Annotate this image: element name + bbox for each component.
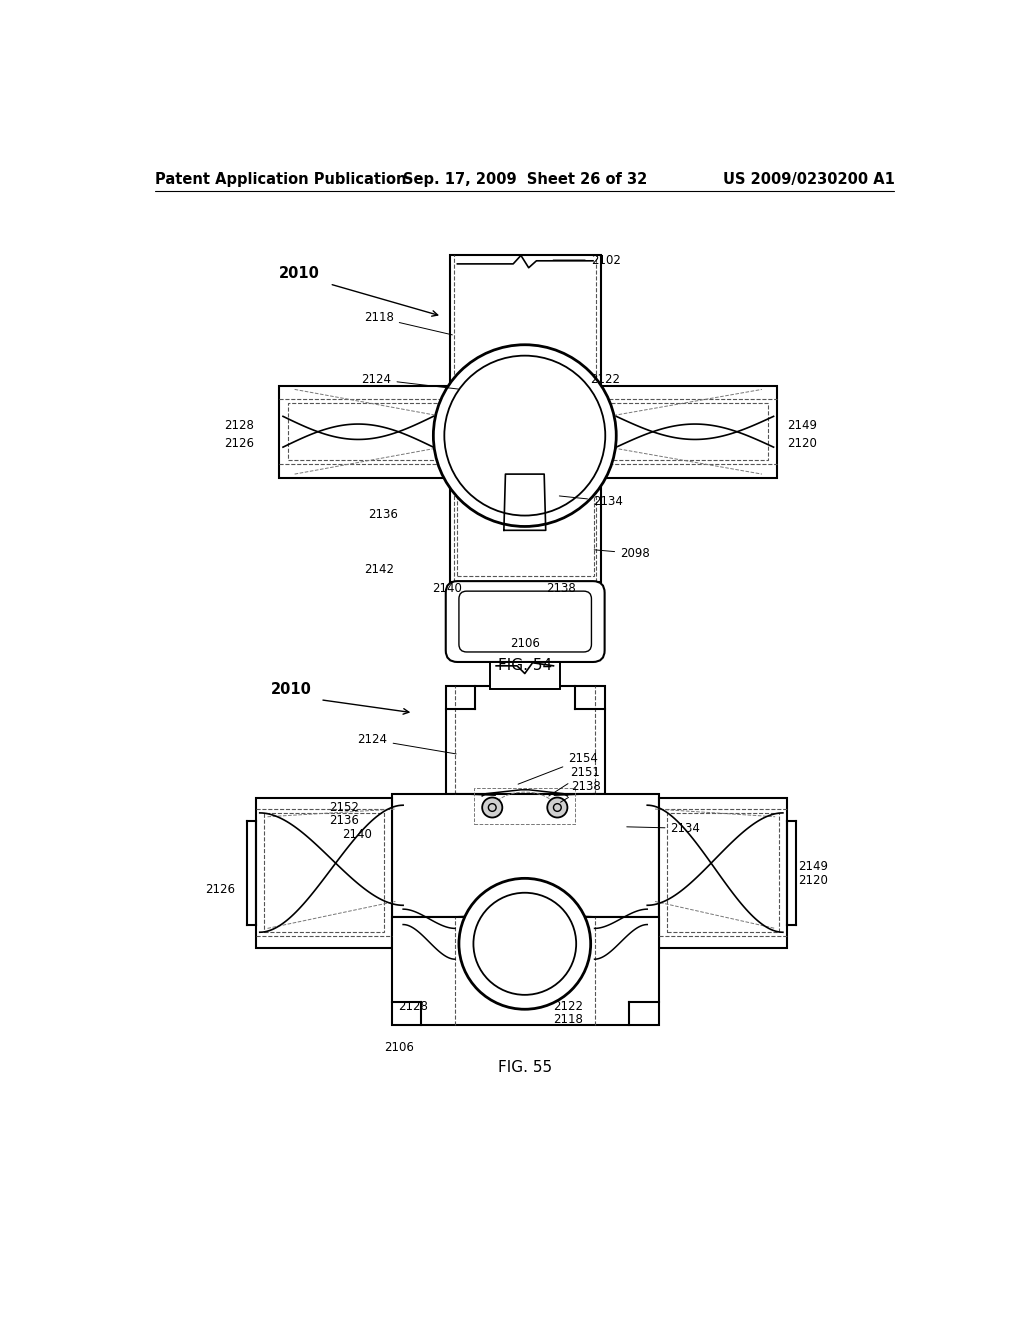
Text: 2149: 2149 [799, 861, 828, 874]
Text: 2098: 2098 [594, 546, 650, 560]
Bar [445, 686, 604, 793]
Bar [667, 813, 779, 932]
Text: 2128: 2128 [397, 1001, 428, 1014]
Circle shape [459, 878, 591, 1010]
Bar [263, 813, 384, 932]
Text: 2122: 2122 [553, 1001, 583, 1014]
Bar [450, 478, 601, 582]
Bar [607, 404, 768, 461]
Text: 2134: 2134 [627, 822, 700, 834]
Text: 2140: 2140 [342, 828, 372, 841]
FancyBboxPatch shape [445, 581, 604, 663]
Text: 2122: 2122 [590, 372, 620, 385]
Text: 2124: 2124 [361, 372, 459, 389]
Bar [256, 797, 391, 948]
Text: 2134: 2134 [559, 495, 623, 508]
Bar [391, 917, 658, 1024]
Text: Sep. 17, 2009  Sheet 26 of 32: Sep. 17, 2009 Sheet 26 of 32 [402, 172, 647, 186]
Bar [289, 404, 443, 461]
Circle shape [482, 797, 503, 817]
Text: 2106: 2106 [510, 638, 540, 649]
Text: 2140: 2140 [432, 582, 463, 594]
Text: Patent Application Publication: Patent Application Publication [155, 172, 407, 186]
Text: 2126: 2126 [205, 883, 234, 896]
Text: 2152: 2152 [329, 801, 359, 814]
Ellipse shape [433, 345, 616, 527]
Text: 2142: 2142 [365, 564, 394, 576]
Text: 2151: 2151 [549, 767, 600, 796]
Text: 2149: 2149 [786, 418, 817, 432]
Text: 2126: 2126 [224, 437, 254, 450]
Text: 2128: 2128 [224, 418, 254, 432]
Circle shape [547, 797, 567, 817]
Text: 2124: 2124 [357, 733, 456, 754]
Text: 2102: 2102 [553, 253, 621, 267]
Bar [489, 663, 560, 689]
Text: 2010: 2010 [280, 267, 319, 281]
Text: US 2009/0230200 A1: US 2009/0230200 A1 [723, 172, 895, 186]
Text: 2120: 2120 [786, 437, 816, 450]
Bar [457, 484, 594, 576]
Text: 2138: 2138 [560, 780, 601, 803]
Bar [280, 385, 777, 478]
Text: 2154: 2154 [518, 752, 598, 784]
Text: 2120: 2120 [799, 874, 828, 887]
Text: 2118: 2118 [364, 312, 453, 335]
Text: 2136: 2136 [329, 814, 359, 828]
Text: 2010: 2010 [271, 682, 312, 697]
Bar [450, 255, 601, 385]
Text: 2136: 2136 [369, 508, 398, 520]
Bar [391, 793, 658, 917]
Text: FIG. 54: FIG. 54 [498, 657, 552, 673]
Bar [474, 788, 575, 824]
Text: 2138: 2138 [547, 582, 577, 594]
Bar [658, 797, 786, 948]
Text: FIG. 55: FIG. 55 [498, 1060, 552, 1074]
Text: 2106: 2106 [384, 1041, 414, 1055]
Text: 2118: 2118 [553, 1012, 583, 1026]
